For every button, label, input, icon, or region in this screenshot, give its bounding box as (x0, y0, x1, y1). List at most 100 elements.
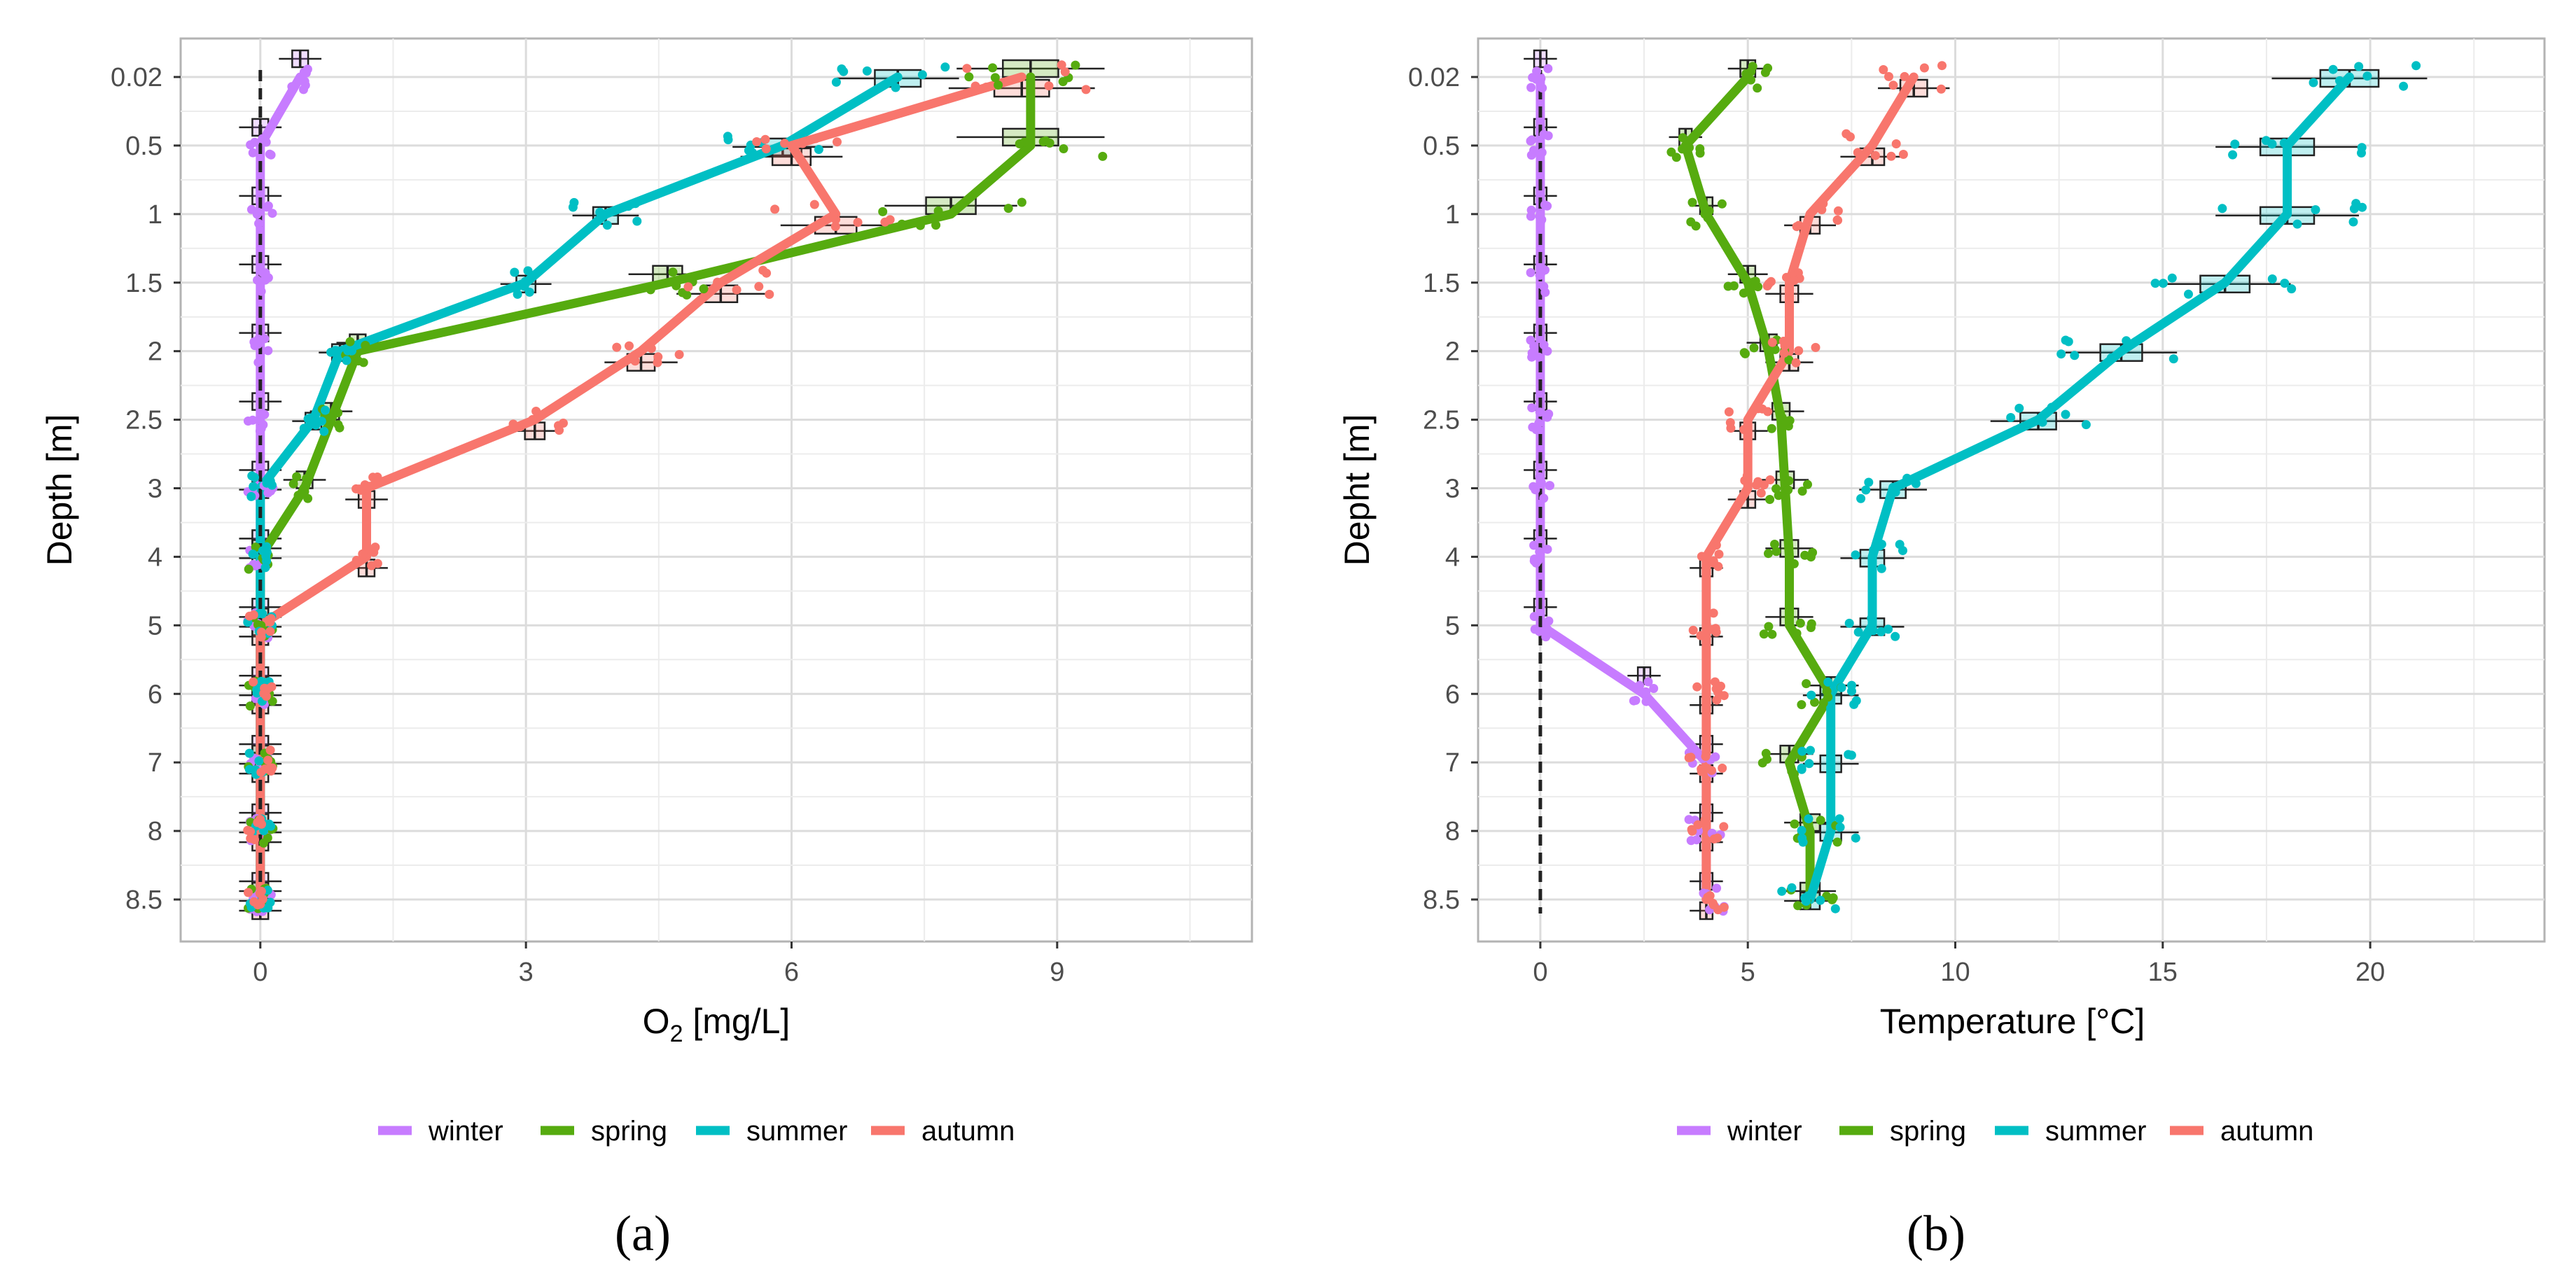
point-summer (524, 287, 534, 297)
panel-b-legend: winter spring summer autumn (1677, 1116, 2313, 1147)
point-summer (1853, 627, 1863, 637)
point-autumn (1791, 358, 1801, 368)
point-spring (1770, 344, 1780, 354)
point-spring (1003, 204, 1013, 214)
point-spring (646, 285, 655, 295)
point-spring (1700, 209, 1710, 219)
point-autumn (1057, 60, 1066, 70)
point-spring (1717, 199, 1727, 209)
panel-b-plot-area (1477, 37, 2546, 943)
point-winter (1534, 352, 1544, 362)
boxplot-winter (279, 49, 322, 69)
point-summer (2061, 410, 2070, 419)
point-autumn (351, 556, 361, 565)
x-tick-label: 3 (519, 958, 534, 987)
point-summer (2287, 284, 2297, 294)
point-autumn (762, 268, 772, 278)
y-tick-label: 6 (1445, 680, 1460, 709)
point-summer (1902, 473, 1912, 483)
point-autumn (253, 818, 263, 827)
point-autumn (373, 472, 382, 482)
point-autumn (1712, 695, 1722, 705)
point-winter (1543, 201, 1552, 211)
point-winter (267, 209, 277, 218)
y-tick-label: 2 (148, 337, 162, 367)
point-spring (1765, 495, 1775, 504)
y-tick-label: 6 (148, 680, 162, 709)
point-summer (2267, 274, 2277, 284)
point-autumn (970, 81, 980, 91)
point-autumn (674, 350, 684, 359)
point-spring (964, 72, 974, 82)
point-spring (915, 220, 925, 230)
point-spring (1764, 549, 1773, 559)
point-summer (321, 405, 330, 415)
point-summer (1846, 750, 1856, 760)
y-tick-label: 8 (148, 817, 162, 846)
point-autumn (1724, 407, 1734, 416)
point-summer (1816, 895, 1825, 905)
point-spring (1678, 144, 1687, 154)
point-spring (1774, 404, 1784, 414)
point-summer (2399, 81, 2409, 91)
point-winter (1535, 472, 1545, 482)
point-summer (319, 426, 329, 436)
point-autumn (1696, 631, 1706, 640)
point-spring (1806, 623, 1816, 632)
point-summer (940, 62, 950, 72)
point-autumn (1833, 216, 1843, 225)
point-summer (347, 346, 356, 356)
point-summer (1869, 545, 1879, 555)
y-tick-label: 4 (148, 542, 162, 572)
point-summer (1797, 746, 1807, 756)
point-spring (1764, 622, 1774, 631)
point-winter (248, 415, 258, 425)
point-autumn (263, 755, 273, 765)
point-autumn (1794, 220, 1804, 230)
point-summer (2411, 61, 2421, 71)
point-autumn (760, 134, 770, 144)
point-winter (1712, 883, 1722, 893)
point-summer (1798, 837, 1808, 847)
y-tick-label: 8.5 (125, 886, 162, 915)
point-autumn (267, 682, 277, 692)
legend-label-spring: spring (591, 1116, 667, 1147)
point-summer (247, 471, 257, 481)
point-summer (2309, 78, 2318, 88)
point-spring (267, 696, 277, 706)
point-autumn (625, 341, 634, 351)
point-autumn (1697, 764, 1706, 774)
legend-label-autumn: autumn (2220, 1116, 2313, 1147)
point-autumn (265, 626, 275, 636)
point-summer (2218, 204, 2227, 214)
point-spring (1761, 748, 1771, 758)
point-spring (1803, 479, 1812, 489)
point-spring (354, 356, 363, 366)
point-winter (1641, 687, 1651, 696)
point-autumn (515, 422, 525, 432)
point-autumn (1739, 425, 1749, 435)
point-autumn (1879, 65, 1888, 74)
point-autumn (713, 277, 723, 287)
point-summer (2328, 64, 2338, 74)
point-spring (345, 337, 355, 346)
point-summer (839, 66, 849, 76)
boxplot-winter (1524, 49, 1557, 69)
point-autumn (761, 144, 771, 154)
point-summer (1868, 626, 1878, 636)
point-autumn (1710, 677, 1720, 687)
point-summer (2311, 205, 2320, 215)
point-winter (1529, 612, 1539, 622)
point-spring (1687, 197, 1697, 207)
point-autumn (1687, 826, 1697, 836)
point-winter (1635, 680, 1645, 690)
point-spring (300, 486, 309, 496)
point-spring (1045, 138, 1054, 148)
point-winter (1543, 64, 1553, 74)
point-summer (1861, 485, 1871, 495)
point-summer (2335, 76, 2344, 85)
point-winter (1526, 136, 1536, 146)
point-summer (1864, 477, 1874, 487)
point-autumn (646, 344, 656, 354)
panel-b-xlabel: Temperature [°C] (1880, 1002, 2145, 1041)
